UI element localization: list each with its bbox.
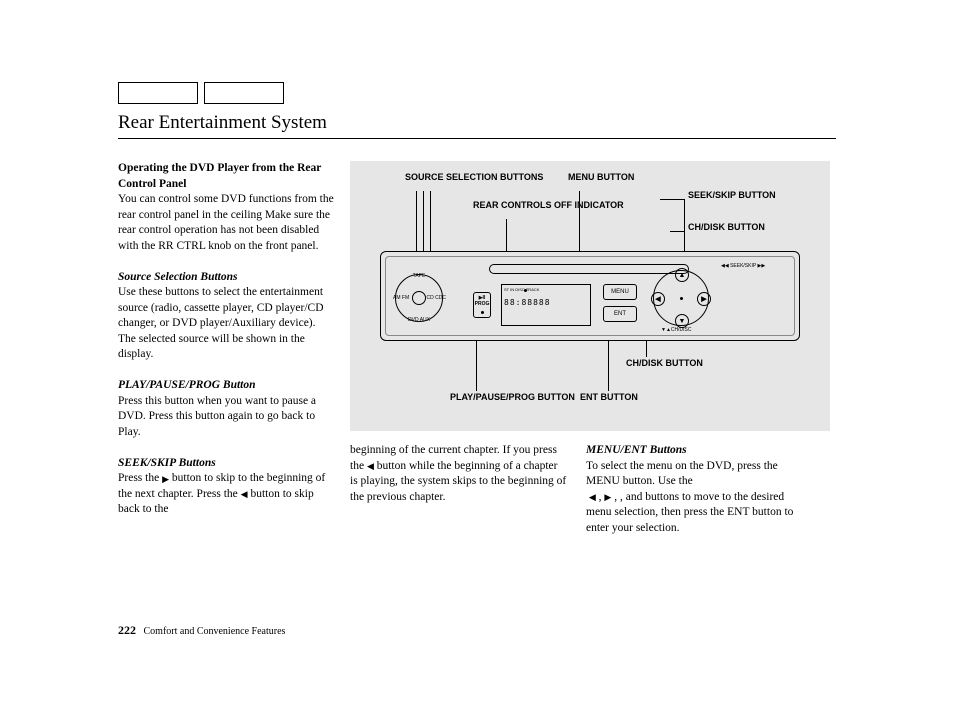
body-text: You can control some DVD functions from … xyxy=(118,193,334,252)
left-triangle-icon: ◀ xyxy=(589,491,596,503)
label-source-selection: SOURCE SELECTION BUTTONS xyxy=(405,173,543,183)
left-column: Operating the DVD Player from the Rear C… xyxy=(118,161,336,536)
left-triangle-icon: ◀ xyxy=(367,460,374,472)
menu-button: MENU xyxy=(603,284,637,300)
header-boxes xyxy=(118,82,836,104)
right-column: MENU/ENT Buttons To select the menu on t… xyxy=(586,443,804,536)
label-menu-button: MENU BUTTON xyxy=(568,173,634,183)
display-screen: ST IN DISC TRACK 88:88888 xyxy=(501,284,591,326)
header-box xyxy=(204,82,284,104)
nav-right-icon: ▶ xyxy=(697,292,711,306)
subhead: PLAY/PAUSE/PROG Button xyxy=(118,379,256,391)
chdisc-text: ▼▲CH/DISC xyxy=(661,328,691,334)
left-triangle-icon: ◀ xyxy=(241,488,248,500)
page-number: 222 xyxy=(118,623,136,637)
header-box xyxy=(118,82,198,104)
section-name: Comfort and Convenience Features xyxy=(144,626,286,637)
body-text: , , and buttons to move to the desired m… xyxy=(586,491,793,534)
page-title: Rear Entertainment System xyxy=(118,112,836,134)
disc-slot xyxy=(489,264,689,274)
subhead: SEEK/SKIP Buttons xyxy=(118,457,216,469)
control-panel: TAPE AM FM CD CDC DVD AUX ▶II PROG ST IN… xyxy=(380,251,800,341)
nav-down-icon: ▼ xyxy=(675,314,689,328)
label-ent-button: ENT BUTTON xyxy=(580,393,638,403)
body-text: button while the beginning of a chapter … xyxy=(350,460,566,503)
label-ch-disk: CH/DISK BUTTON xyxy=(626,359,703,369)
seekskip-text: ◀◀ SEEK/SKIP ▶▶ xyxy=(721,264,765,270)
body-text: , xyxy=(596,491,605,503)
label-ch-disk: CH/DISK BUTTON xyxy=(688,223,765,233)
label-seek-skip: SEEK/SKIP BUTTON xyxy=(688,191,776,201)
nav-dial: ▲ ▼ ◀ ▶ xyxy=(653,270,709,326)
prog-button: ▶II PROG xyxy=(473,292,491,318)
body-text: To select the menu on the DVD, press the… xyxy=(586,460,778,488)
body-text: Use these buttons to select the entertai… xyxy=(118,286,324,360)
nav-up-icon: ▲ xyxy=(675,268,689,282)
page-footer: 222 Comfort and Convenience Features xyxy=(118,623,285,638)
label-play-prog: PLAY/PAUSE/PROG BUTTON xyxy=(450,393,575,403)
subhead: MENU/ENT Buttons xyxy=(586,444,687,456)
title-row: Rear Entertainment System xyxy=(118,112,836,139)
source-dial: TAPE AM FM CD CDC DVD AUX xyxy=(395,274,443,322)
body-text: Press the xyxy=(118,472,162,484)
control-panel-diagram: SOURCE SELECTION BUTTONS MENU BUTTON REA… xyxy=(350,161,830,431)
label-rear-off: REAR CONTROLS OFF INDICATOR xyxy=(473,201,624,211)
body-text: Press this button when you want to pause… xyxy=(118,395,316,438)
subhead: Source Selection Buttons xyxy=(118,271,238,283)
right-triangle-icon: ▶ xyxy=(162,473,169,485)
nav-left-icon: ◀ xyxy=(651,292,665,306)
subhead: Operating the DVD Player from the Rear C… xyxy=(118,162,321,190)
ent-button: ENT xyxy=(603,306,637,322)
middle-column: beginning of the current chapter. If you… xyxy=(350,443,568,536)
